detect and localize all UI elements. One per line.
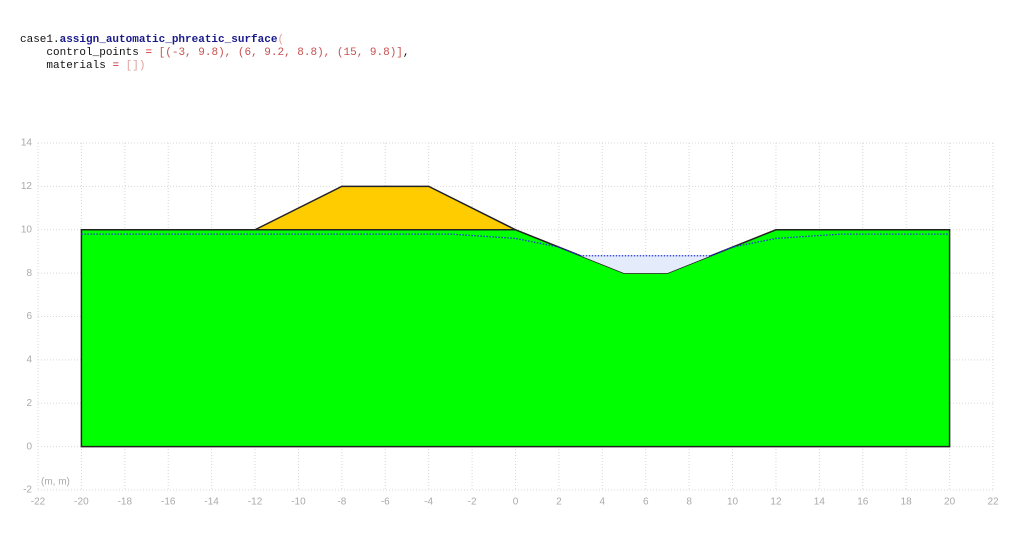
x-tick-label: -10 [291, 497, 306, 508]
region [80, 229, 951, 448]
code-line: case1.assign_automatic_phreatic_surface( [20, 34, 410, 47]
y-tick-label: 8 [26, 268, 32, 279]
region [580, 255, 711, 274]
y-tick-label: 6 [26, 311, 32, 322]
code-token: materials [46, 60, 106, 72]
code-token: case1. [20, 34, 60, 46]
x-tick-label: -14 [204, 497, 219, 508]
annotation: (m, m) [41, 477, 70, 488]
y-tick-label: 0 [26, 441, 32, 452]
y-tick-label: 14 [21, 138, 33, 149]
x-tick-label: 12 [770, 497, 782, 508]
code-line: control_points = [(-3, 9.8), (6, 9.2, 8.… [20, 47, 410, 60]
x-tick-label: -22 [31, 497, 46, 508]
x-tick-label: 14 [814, 497, 826, 508]
code-token: , [402, 47, 410, 59]
x-tick-label: -18 [118, 497, 133, 508]
x-tick-label: 4 [600, 497, 606, 508]
code-token: ( [277, 34, 285, 46]
code-token: = [145, 47, 153, 59]
x-tick-label: -16 [161, 497, 176, 508]
code-block: case1.assign_automatic_phreatic_surface(… [20, 34, 410, 73]
region [254, 185, 516, 231]
x-tick-label: -8 [337, 497, 346, 508]
code-token: assign_automatic_phreatic_surface [59, 34, 278, 46]
x-tick-label: -20 [74, 497, 89, 508]
x-tick-label: 18 [901, 497, 913, 508]
x-tick-label: 8 [686, 497, 692, 508]
code-line: materials = []) [20, 60, 410, 73]
code-token: = [112, 60, 120, 72]
x-tick-label: 16 [857, 497, 869, 508]
x-tick-label: -4 [424, 497, 433, 508]
y-tick-label: 4 [26, 355, 32, 366]
x-tick-label: -6 [381, 497, 390, 508]
y-tick-label: 10 [21, 224, 33, 235]
y-tick-label: -2 [23, 485, 32, 496]
x-tick-label: 6 [643, 497, 649, 508]
x-tick-label: 0 [513, 497, 519, 508]
x-tick-label: 20 [944, 497, 956, 508]
code-token: []) [125, 60, 146, 72]
code-token: [(-3, 9.8), (6, 9.2, 8.8), (15, 9.8)] [158, 47, 403, 59]
x-tick-label: 2 [556, 497, 562, 508]
x-tick-label: -2 [468, 497, 477, 508]
x-tick-label: 10 [727, 497, 739, 508]
x-tick-label: 22 [987, 497, 999, 508]
y-tick-label: 12 [21, 181, 33, 192]
phreatic-line [81, 233, 950, 257]
x-tick-label: -12 [248, 497, 263, 508]
code-token: control_points [46, 47, 139, 59]
y-tick-label: 2 [26, 398, 32, 409]
